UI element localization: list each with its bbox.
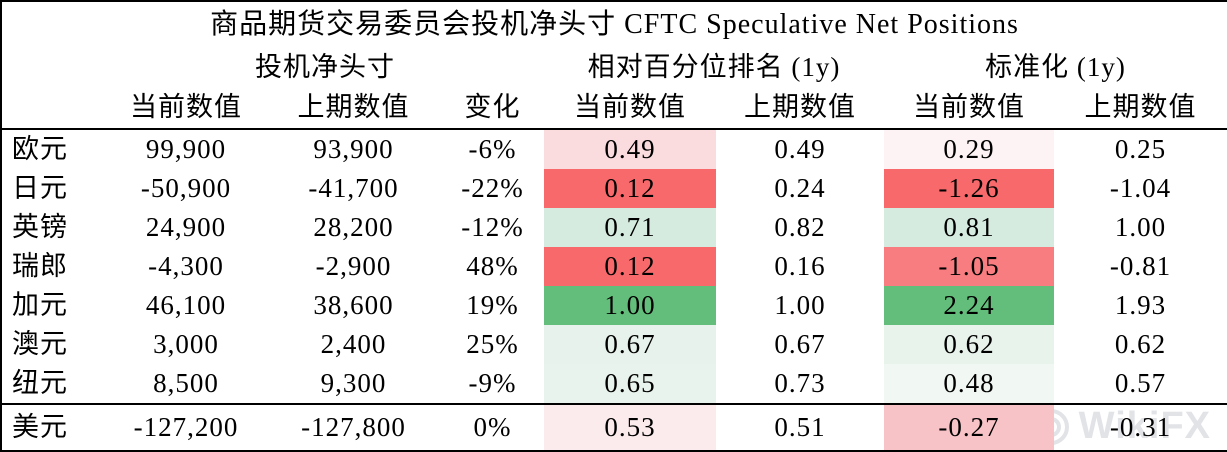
pct-current-value: 1.00 [544,286,716,325]
std-current-value: 2.24 [884,286,1054,325]
group-header-percentile-rank-1y: 相对百分位排名 (1y) [587,51,841,82]
header-pct-current: 当前数值 [544,86,716,130]
currency-label: 澳元 [12,329,68,360]
std-prev-value: -0.81 [1109,251,1172,282]
spec-current-value: 46,100 [145,290,227,321]
currency-label: 瑞郎 [12,251,68,282]
table-row-aud: 澳元 3,000 2,400 25% 0.67 0.67 0.62 0.62 [1,325,1227,364]
std-current-value: -0.27 [884,403,1054,451]
std-current-value: 0.48 [884,364,1054,404]
header-std-prev: 上期数值 [1054,86,1227,130]
spec-current-value: -50,900 [140,173,232,204]
std-prev-value: 0.25 [1114,134,1167,165]
change-value: 48% [466,251,519,282]
pct-prev-value: 0.49 [774,134,826,165]
table-row-nzd: 纽元 8,500 9,300 -9% 0.65 0.73 0.48 0.57 [1,364,1227,404]
change-value: -22% [461,173,524,204]
change-value: 19% [466,290,519,321]
spec-current-value: 3,000 [153,329,219,360]
spec-prev-value: 28,200 [313,212,394,243]
table-row-usd: 美元 -127,200 -127,800 0% 0.53 0.51 -0.27 … [1,403,1227,451]
title-row: 商品期货交易委员会投机净头寸 CFTC Speculative Net Posi… [1,1,1227,48]
spec-prev-value: 9,300 [320,368,387,399]
pct-prev-value: 0.24 [774,173,826,204]
std-prev-value: 0.62 [1114,329,1167,360]
header-change: 变化 [441,86,544,130]
pct-prev-value: 0.67 [774,329,826,360]
std-prev-value: 1.93 [1114,290,1167,321]
table-row-cad: 加元 46,100 38,600 19% 1.00 1.00 2.24 1.93 [1,286,1227,325]
currency-label: 纽元 [12,368,68,399]
std-current-value: -1.26 [884,169,1054,208]
currency-label: 加元 [12,290,68,321]
group-header-standardized-1y: 标准化 (1y) [985,51,1126,82]
pct-prev-value: 0.73 [774,368,826,399]
std-prev-value: -0.31 [1054,403,1227,451]
pct-current-value: 0.49 [544,129,716,169]
spec-prev-value: -2,900 [315,251,392,282]
column-header-row: 当前数值 上期数值 变化 当前数值 上期数值 当前数值 上期数值 [1,86,1227,130]
group-spacer [1,48,106,86]
pct-prev-value: 0.82 [774,212,826,243]
pct-prev-value: 0.16 [774,251,826,282]
table-row-chf: 瑞郎 -4,300 -2,900 48% 0.12 0.16 -1.05 -0.… [1,247,1227,286]
currency-label: 美元 [1,403,106,451]
header-std-current: 当前数值 [884,86,1054,130]
pct-current-value: 0.71 [544,208,716,247]
spec-current-value: -4,300 [148,251,224,282]
table-row-gbp: 英镑 24,900 28,200 -12% 0.71 0.82 0.81 1.0… [1,208,1227,247]
header-spec-current: 当前数值 [106,86,266,130]
std-prev-value: 0.57 [1114,368,1167,399]
currency-label: 欧元 [12,134,68,165]
currency-label: 日元 [12,173,68,204]
group-header-speculative-net-positions: 投机净头寸 [255,51,395,82]
std-current-value: 0.29 [884,129,1054,169]
currency-label: 英镑 [12,212,68,243]
pct-current-value: 0.53 [544,403,716,451]
spec-current-value: 24,900 [145,212,227,243]
std-current-value: 0.62 [884,325,1054,364]
pct-current-value: 0.65 [544,364,716,404]
column-group-row: 投机净头寸 相对百分位排名 (1y) 标准化 (1y) [1,48,1227,86]
header-spacer [1,86,106,130]
change-value: -6% [468,134,517,165]
pct-prev-value: 1.00 [774,290,826,321]
spec-prev-value: -41,700 [308,173,399,204]
spec-prev-value: 93,900 [313,134,394,165]
spec-current-value: 8,500 [153,368,219,399]
spec-current-value: 99,900 [145,134,227,165]
spec-prev-value: 2,400 [320,329,387,360]
header-spec-prev: 上期数值 [266,86,441,130]
change-value: 0% [441,403,544,451]
change-value: -9% [468,368,517,399]
std-current-value: 0.81 [884,208,1054,247]
header-pct-prev: 上期数值 [716,86,884,130]
table-row-jpy: 日元 -50,900 -41,700 -22% 0.12 0.24 -1.26 … [1,169,1227,208]
spec-prev-value: -127,800 [266,403,441,451]
std-prev-value: -1.04 [1109,173,1172,204]
pct-current-value: 0.12 [544,169,716,208]
pct-current-value: 0.12 [544,247,716,286]
spec-current-value: -127,200 [106,403,266,451]
spec-prev-value: 38,600 [313,290,394,321]
std-prev-value: 1.00 [1114,212,1167,243]
table-row-eur: 欧元 99,900 93,900 -6% 0.49 0.49 0.29 0.25 [1,129,1227,169]
std-current-value: -1.05 [884,247,1054,286]
change-value: -12% [461,212,524,243]
pct-prev-value: 0.51 [716,403,884,451]
change-value: 25% [466,329,519,360]
pct-current-value: 0.67 [544,325,716,364]
table-title: 商品期货交易委员会投机净头寸 CFTC Speculative Net Posi… [210,9,1019,41]
